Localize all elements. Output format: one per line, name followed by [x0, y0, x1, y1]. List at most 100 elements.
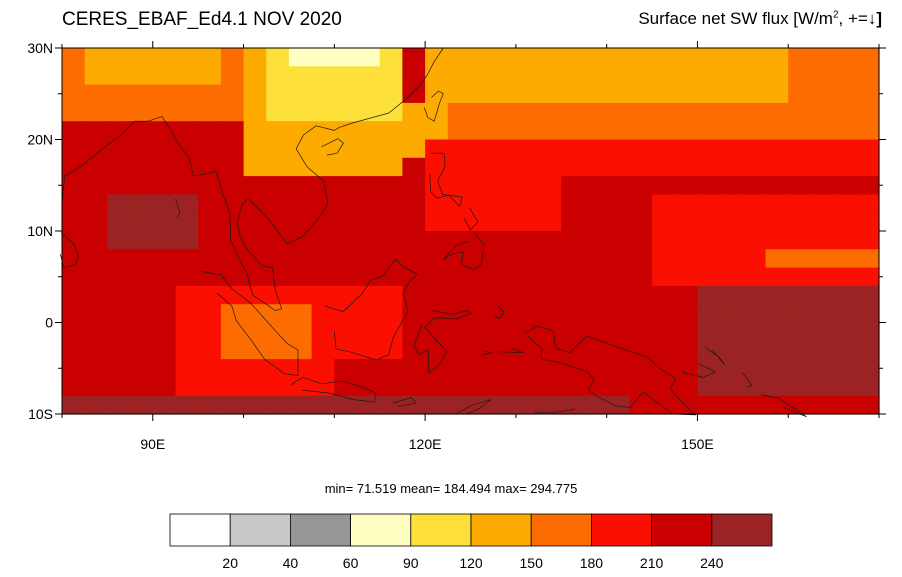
- field-cell: [470, 377, 494, 397]
- field-cell: [62, 249, 86, 269]
- axis-labels: 30N 20N 10N 0 10S 90E 120E 150E: [27, 40, 713, 452]
- colorbar-swatch: [289, 513, 351, 547]
- field-cell: [266, 176, 290, 195]
- field-cell: [425, 377, 449, 397]
- coastline: [61, 47, 444, 311]
- field-cell: [288, 48, 313, 67]
- field-cell: [334, 102, 358, 122]
- field-cell: [243, 359, 267, 378]
- field-cell: [629, 176, 653, 195]
- field-cell: [561, 249, 585, 269]
- field-cell: [175, 194, 199, 214]
- field-cell: [765, 139, 789, 159]
- field-cell: [152, 157, 177, 177]
- field-cell: [538, 395, 562, 415]
- coastline: [442, 232, 485, 270]
- field-cell: [652, 102, 676, 122]
- field-cell: [720, 285, 744, 305]
- field-cell: [788, 66, 812, 86]
- field-cell: [584, 231, 608, 250]
- field-cell: [470, 139, 494, 159]
- field-cell: [765, 377, 789, 397]
- field-cell: [379, 157, 403, 177]
- field-cell: [742, 121, 767, 141]
- field-cell: [765, 340, 789, 360]
- field-cell: [742, 176, 767, 195]
- field-cell: [266, 139, 290, 159]
- field-cell: [152, 340, 177, 360]
- field-cell: [220, 66, 245, 86]
- field-cell: [447, 84, 472, 104]
- field-cell: [720, 377, 744, 397]
- field-cell: [175, 176, 199, 195]
- lon-label: 150E: [681, 436, 714, 452]
- field-cell: [447, 322, 472, 342]
- field-cell: [357, 176, 381, 195]
- field-cell: [538, 121, 562, 141]
- field-cell: [107, 66, 131, 86]
- field-cell: [742, 340, 767, 360]
- field-cell: [493, 48, 517, 67]
- field-cell: [652, 340, 676, 360]
- field-cell: [447, 249, 472, 269]
- field-cell: [720, 194, 744, 214]
- field-cell: [856, 322, 880, 342]
- field-cell: [84, 267, 108, 287]
- field-cell: [334, 377, 358, 397]
- field-cell: [311, 212, 335, 232]
- field-cell: [357, 84, 381, 104]
- field-cell: [788, 139, 812, 159]
- field-cell: [674, 84, 699, 104]
- field-cell: [175, 322, 199, 342]
- field-cell: [220, 157, 245, 177]
- field-cell: [697, 377, 721, 397]
- field-cell: [152, 212, 177, 232]
- field-cell: [788, 157, 812, 177]
- field-cell: [584, 322, 608, 342]
- field-cell: [311, 48, 335, 67]
- field-cell: [765, 66, 789, 86]
- field-cell: [674, 102, 699, 122]
- field-cell: [266, 304, 290, 324]
- field-cell: [198, 194, 222, 214]
- field-cell: [856, 194, 880, 214]
- field-cell: [584, 267, 608, 287]
- field-cell: [788, 395, 812, 415]
- field-cell: [652, 84, 676, 104]
- field-cell: [62, 48, 86, 67]
- field-cell: [833, 139, 857, 159]
- field-cell: [493, 194, 517, 214]
- coastline: [393, 397, 417, 408]
- field-cell: [606, 395, 630, 415]
- field-cell: [493, 66, 517, 86]
- field-cell: [175, 267, 199, 287]
- field-cell: [674, 249, 699, 269]
- coastline: [175, 198, 181, 218]
- field-cell: [84, 285, 108, 305]
- field-cell: [84, 304, 108, 324]
- field-cell: [470, 121, 494, 141]
- field-cell: [810, 121, 835, 141]
- colorbar-swatch: [470, 513, 532, 547]
- field-cell: [243, 285, 267, 305]
- field-cell: [334, 121, 358, 141]
- field-cell: [198, 121, 222, 141]
- field-cell: [243, 157, 267, 177]
- field-cell: [629, 285, 653, 305]
- field-cell: [266, 359, 290, 378]
- field-cell: [62, 176, 86, 195]
- lat-label: 30N: [27, 40, 53, 56]
- field-cell: [629, 194, 653, 214]
- field-cell: [379, 395, 403, 415]
- field-cell: [130, 212, 154, 232]
- field-cell: [606, 102, 630, 122]
- field-cell: [765, 322, 789, 342]
- coastline: [524, 325, 696, 416]
- field-cell: [107, 121, 131, 141]
- field-cell: [538, 285, 562, 305]
- field-cell: [175, 102, 199, 122]
- field-cell: [788, 176, 812, 195]
- field-cell: [697, 48, 721, 67]
- field-cell: [220, 340, 245, 360]
- field-cell: [742, 267, 767, 287]
